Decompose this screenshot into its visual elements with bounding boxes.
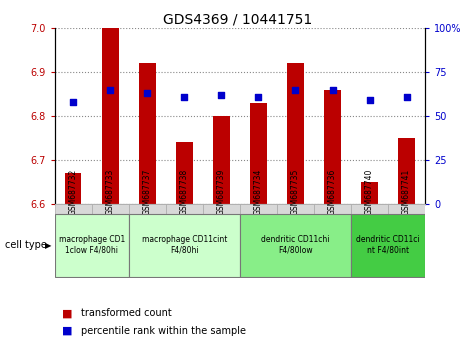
FancyBboxPatch shape bbox=[388, 204, 425, 228]
FancyBboxPatch shape bbox=[166, 204, 203, 228]
Bar bbox=[65, 173, 82, 204]
Text: transformed count: transformed count bbox=[81, 308, 171, 318]
FancyBboxPatch shape bbox=[240, 204, 277, 228]
FancyBboxPatch shape bbox=[55, 204, 92, 228]
FancyBboxPatch shape bbox=[351, 204, 388, 228]
Point bbox=[366, 97, 373, 103]
Bar bbox=[398, 138, 415, 204]
Point bbox=[69, 99, 77, 105]
Bar bbox=[250, 103, 267, 204]
Text: GSM687734: GSM687734 bbox=[254, 169, 263, 215]
Text: cell type: cell type bbox=[5, 240, 47, 250]
Point bbox=[329, 87, 336, 92]
FancyBboxPatch shape bbox=[314, 204, 351, 228]
FancyBboxPatch shape bbox=[92, 204, 129, 228]
Text: GSM687735: GSM687735 bbox=[291, 169, 300, 215]
Text: ■: ■ bbox=[62, 326, 72, 336]
Bar bbox=[287, 63, 304, 204]
Text: ■: ■ bbox=[62, 308, 72, 318]
Point bbox=[218, 92, 225, 98]
Text: GSM687739: GSM687739 bbox=[217, 169, 226, 215]
Point bbox=[255, 94, 262, 99]
FancyBboxPatch shape bbox=[240, 214, 351, 276]
FancyBboxPatch shape bbox=[203, 204, 240, 228]
Text: GSM687738: GSM687738 bbox=[180, 169, 189, 215]
FancyBboxPatch shape bbox=[129, 214, 240, 276]
Point bbox=[106, 87, 114, 92]
Text: GDS4369 / 10441751: GDS4369 / 10441751 bbox=[163, 12, 312, 27]
Text: GSM687740: GSM687740 bbox=[365, 169, 374, 215]
Point bbox=[403, 94, 410, 99]
FancyBboxPatch shape bbox=[129, 204, 166, 228]
Text: macrophage CD11cint
F4/80hi: macrophage CD11cint F4/80hi bbox=[142, 235, 227, 255]
FancyBboxPatch shape bbox=[351, 214, 425, 276]
Text: GSM687733: GSM687733 bbox=[106, 169, 114, 215]
Bar bbox=[102, 28, 119, 204]
FancyBboxPatch shape bbox=[55, 214, 129, 276]
Text: macrophage CD1
1clow F4/80hi: macrophage CD1 1clow F4/80hi bbox=[58, 235, 125, 255]
Text: GSM687737: GSM687737 bbox=[143, 169, 152, 215]
Text: GSM687732: GSM687732 bbox=[69, 169, 77, 215]
Bar bbox=[361, 182, 378, 204]
Text: GSM687736: GSM687736 bbox=[328, 169, 337, 215]
Bar bbox=[213, 116, 230, 204]
Text: GSM687741: GSM687741 bbox=[402, 169, 411, 215]
Text: percentile rank within the sample: percentile rank within the sample bbox=[81, 326, 246, 336]
Text: dendritic CD11chi
F4/80low: dendritic CD11chi F4/80low bbox=[261, 235, 330, 255]
Text: ▶: ▶ bbox=[45, 241, 51, 250]
Bar bbox=[176, 142, 193, 204]
FancyBboxPatch shape bbox=[277, 204, 314, 228]
Bar bbox=[324, 90, 341, 204]
Bar bbox=[139, 63, 156, 204]
Point bbox=[180, 94, 188, 99]
Point bbox=[292, 87, 299, 92]
Point bbox=[143, 90, 151, 96]
Text: dendritic CD11ci
nt F4/80int: dendritic CD11ci nt F4/80int bbox=[356, 235, 420, 255]
